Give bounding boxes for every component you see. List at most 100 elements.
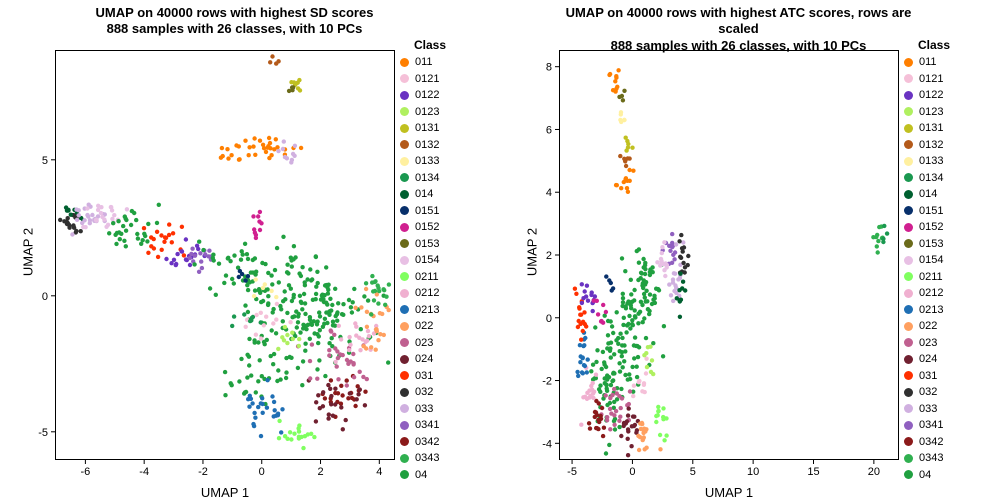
data-point — [317, 310, 321, 314]
data-point — [621, 292, 625, 296]
data-point — [618, 349, 622, 353]
data-point — [670, 241, 674, 245]
data-point — [628, 389, 632, 393]
data-point — [642, 353, 646, 357]
data-point — [621, 323, 625, 327]
x-tick-label: 5 — [690, 466, 696, 478]
data-point — [654, 420, 658, 424]
data-point — [198, 251, 202, 255]
y-axis-label: UMAP 2 — [525, 228, 540, 276]
data-point — [586, 299, 590, 303]
data-point — [167, 222, 171, 226]
data-point — [584, 294, 588, 298]
data-point — [585, 370, 589, 374]
legend-swatch-icon — [400, 371, 409, 380]
data-point — [575, 370, 579, 374]
data-point — [335, 319, 339, 323]
data-point — [380, 312, 384, 316]
legend-swatch-icon — [904, 223, 913, 232]
data-point — [212, 258, 216, 262]
data-point — [146, 222, 150, 226]
legend-swatch-icon — [400, 404, 409, 413]
data-point — [613, 79, 617, 83]
y-tick-label: -4 — [542, 438, 552, 450]
legend-swatch-icon — [904, 470, 913, 479]
data-point — [681, 261, 685, 265]
data-point — [622, 180, 626, 184]
data-point — [341, 302, 345, 306]
scatter-svg: -505101520-4-202468 — [560, 51, 898, 459]
data-point — [301, 323, 305, 327]
data-point — [622, 343, 626, 347]
data-point — [680, 246, 684, 250]
data-point — [589, 293, 593, 297]
data-point — [268, 141, 272, 145]
data-point — [301, 359, 305, 363]
data-point — [285, 341, 289, 345]
data-point — [300, 307, 304, 311]
data-point — [283, 325, 287, 329]
data-point — [335, 312, 339, 316]
data-point — [365, 339, 369, 343]
data-point — [617, 425, 621, 429]
data-point — [621, 296, 625, 300]
data-point — [276, 347, 280, 351]
data-point — [591, 309, 595, 313]
data-point — [302, 292, 306, 296]
data-point — [670, 232, 674, 236]
data-point — [616, 68, 620, 72]
legend-swatch-icon — [400, 190, 409, 199]
data-point — [605, 415, 609, 419]
data-point — [617, 394, 621, 398]
data-point — [632, 298, 636, 302]
data-point — [604, 274, 608, 278]
data-point — [651, 270, 655, 274]
data-point — [268, 60, 272, 64]
data-point — [633, 314, 637, 318]
data-point — [591, 396, 595, 400]
data-point — [230, 277, 234, 281]
x-tick-label: 20 — [868, 466, 880, 478]
data-point — [291, 85, 295, 89]
data-point — [327, 353, 331, 357]
legend-label: 0121 — [415, 73, 439, 85]
legend-label: 022 — [415, 320, 433, 332]
data-point — [591, 363, 595, 367]
legend-swatch-icon — [400, 388, 409, 397]
legend-swatch-icon — [400, 74, 409, 83]
data-point — [308, 376, 312, 380]
data-point — [203, 252, 207, 256]
data-point — [309, 278, 313, 282]
data-point — [269, 153, 273, 157]
data-point — [354, 325, 358, 329]
panel-title: UMAP on 40000 rows with highest ATC scor… — [559, 5, 918, 54]
data-point — [251, 144, 255, 148]
data-point — [632, 384, 636, 388]
data-point — [644, 336, 648, 340]
data-point — [250, 401, 254, 405]
data-point — [580, 370, 584, 374]
data-point — [347, 335, 351, 339]
data-point — [654, 287, 658, 291]
legend-label: 0211 — [415, 271, 439, 283]
legend-item: 0131 — [904, 120, 1004, 137]
data-point — [609, 383, 613, 387]
data-point — [256, 405, 260, 409]
data-point — [243, 242, 247, 246]
data-point — [330, 303, 334, 307]
data-point — [253, 288, 257, 292]
legend-label: 04 — [919, 469, 931, 481]
legend-swatch-icon — [400, 140, 409, 149]
data-point — [234, 143, 238, 147]
y-tick-label: 8 — [546, 62, 552, 74]
data-point — [294, 81, 298, 85]
data-point — [356, 392, 360, 396]
data-point — [583, 322, 587, 326]
data-point — [214, 293, 218, 297]
data-point — [373, 280, 377, 284]
data-point — [157, 203, 161, 207]
data-point — [174, 263, 178, 267]
data-point — [301, 446, 305, 450]
legend-swatch-icon — [904, 305, 913, 314]
legend-swatch-icon — [904, 437, 913, 446]
